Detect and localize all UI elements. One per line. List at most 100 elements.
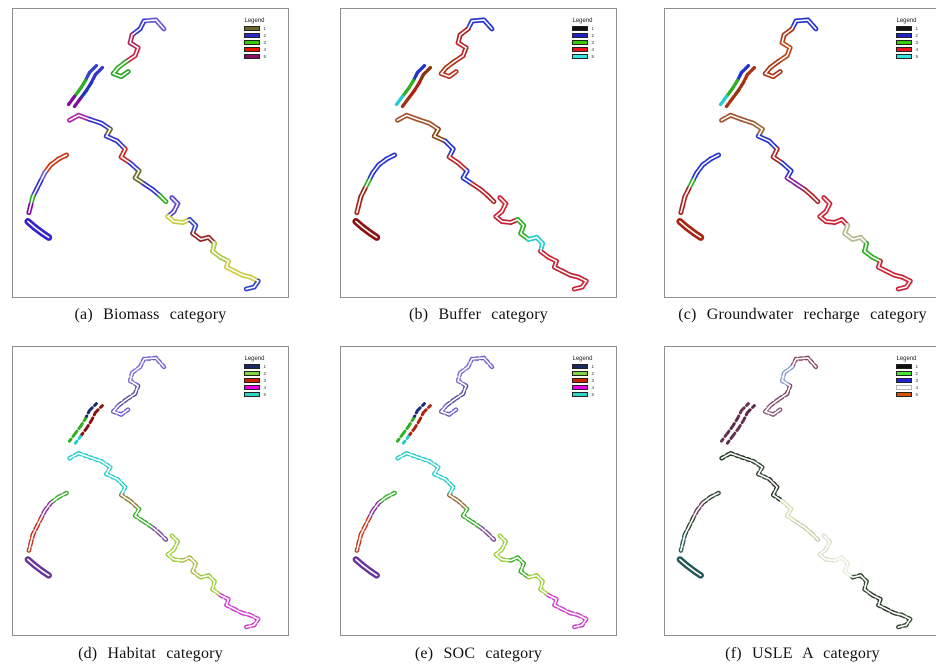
legend-label: 1 (591, 26, 594, 31)
stream-nw-left (67, 402, 98, 444)
stream-se (165, 195, 261, 292)
stream-nw-left (395, 402, 426, 444)
legend-swatch (896, 47, 913, 52)
stream-nw-right (73, 404, 104, 446)
caption-b: (b) Buffer category (408, 306, 548, 323)
stream-nw-right (725, 404, 756, 446)
legend-label: 1 (263, 364, 266, 369)
legend-label: 5 (591, 392, 594, 397)
legend-entry: 2 (896, 371, 918, 376)
legend-label: 4 (915, 385, 918, 390)
legend-swatch (244, 40, 261, 45)
legend-swatch (572, 371, 589, 376)
legend-entry: 3 (896, 40, 918, 45)
legend: Legend 1 2 3 4 5 (243, 355, 267, 400)
stream-west (354, 152, 398, 216)
legend-entry: 3 (572, 378, 594, 383)
legend-label: 4 (263, 385, 266, 390)
legend-label: 3 (263, 40, 266, 45)
legend-label: 5 (591, 54, 594, 59)
stream-central (719, 112, 821, 205)
stream-nw-right (72, 65, 105, 109)
stream-west (26, 490, 69, 553)
legend-label: 2 (263, 371, 266, 376)
river-map (24, 355, 261, 630)
stream-central (395, 112, 497, 205)
legend: Legend 1 2 3 4 5 (571, 17, 595, 62)
stream-north (110, 17, 167, 80)
legend-title: Legend (244, 356, 265, 362)
stream-nw-right (400, 65, 433, 109)
legend-entry: 5 (572, 392, 594, 397)
legend-label: 5 (915, 54, 918, 59)
legend-label: 2 (915, 33, 918, 38)
legend-label: 2 (263, 33, 266, 38)
stream-nw-right (401, 404, 432, 446)
legend-swatch (572, 33, 589, 38)
stream-west (354, 490, 397, 553)
stream-north (111, 355, 167, 417)
legend-title: Legend (572, 18, 593, 24)
legend-swatch (244, 33, 261, 38)
legend-entry: 5 (244, 392, 266, 397)
legend-label: 5 (263, 392, 266, 397)
stream-west-tail (24, 556, 52, 579)
legend-swatch (896, 371, 913, 376)
legend-title: Legend (896, 18, 917, 24)
map-panel-c: Legend 1 2 3 4 5 (664, 8, 936, 298)
legend-entry: 3 (244, 378, 266, 383)
legend-entry: 4 (572, 385, 594, 390)
legend: Legend 1 2 3 4 5 (895, 17, 919, 62)
caption-c: (c) Groundwater recharge category (678, 306, 927, 323)
caption-f: (f) USLE A category (725, 645, 880, 662)
legend-entry: 1 (572, 26, 594, 31)
stream-west-tail (352, 556, 380, 579)
legend-label: 2 (591, 33, 594, 38)
legend-swatch (896, 54, 913, 59)
stream-central (67, 451, 169, 542)
legend-swatch (896, 378, 913, 383)
river-map (24, 17, 261, 292)
stream-north (763, 355, 819, 417)
legend: Legend 1 2 3 4 5 (571, 355, 595, 400)
legend-entry: 1 (244, 364, 266, 369)
legend-entry: 2 (244, 33, 266, 38)
stream-se (493, 195, 589, 292)
legend-label: 1 (591, 364, 594, 369)
legend-label: 3 (591, 40, 594, 45)
legend-swatch (244, 26, 261, 31)
map-panel-a: Legend 1 2 3 4 5 (12, 8, 289, 298)
legend-swatch (244, 378, 261, 383)
legend-label: 1 (915, 364, 918, 369)
legend-entry: 4 (244, 385, 266, 390)
legend-label: 5 (263, 54, 266, 59)
legend-entry: 4 (896, 385, 918, 390)
river-map (352, 355, 589, 630)
legend-swatch (244, 47, 261, 52)
stream-north (438, 17, 495, 80)
legend: Legend 1 2 3 4 5 (895, 355, 919, 400)
stream-west (678, 490, 721, 553)
legend-label: 2 (591, 371, 594, 376)
stream-central (67, 112, 169, 205)
stream-nw-right (724, 65, 757, 109)
stream-central (719, 451, 821, 542)
stream-west-tail (676, 218, 705, 241)
stream-se (493, 533, 589, 630)
stream-se (165, 533, 261, 630)
stream-west (26, 152, 70, 216)
legend-entry: 2 (572, 33, 594, 38)
legend-swatch (572, 385, 589, 390)
legend-swatch (572, 54, 589, 59)
map-panel-e: Legend 1 2 3 4 5 (340, 346, 617, 636)
legend-swatch (572, 47, 589, 52)
legend-label: 3 (591, 378, 594, 383)
legend-swatch (896, 26, 913, 31)
legend-label: 5 (915, 392, 918, 397)
stream-west-tail (24, 218, 53, 241)
legend-label: 4 (591, 47, 594, 52)
legend-entry: 3 (896, 378, 918, 383)
legend-swatch (244, 371, 261, 376)
legend-entry: 5 (896, 392, 918, 397)
legend-entry: 4 (244, 47, 266, 52)
